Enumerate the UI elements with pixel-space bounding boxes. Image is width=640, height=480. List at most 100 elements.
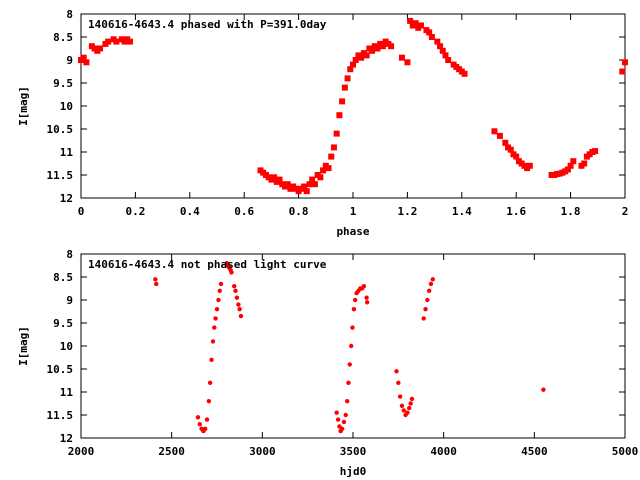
data-point — [426, 29, 433, 36]
data-point — [209, 357, 214, 362]
data-point — [398, 54, 405, 61]
data-point — [496, 132, 503, 139]
data-point — [197, 422, 202, 427]
x-tick-label: 0 — [78, 205, 85, 218]
data-point — [234, 295, 240, 300]
data-point — [83, 59, 90, 66]
data-point — [303, 188, 310, 195]
data-point — [232, 284, 237, 289]
data-point — [330, 144, 337, 151]
data-point — [401, 408, 406, 413]
data-point — [428, 281, 434, 287]
data-point — [213, 316, 218, 321]
data-point — [352, 57, 359, 63]
y-tick-label: 11.5 — [47, 169, 74, 182]
x-tick-label: 1.6 — [506, 205, 526, 218]
data-point — [346, 380, 351, 385]
y-tick-label: 8.5 — [53, 31, 73, 44]
data-point — [404, 59, 411, 66]
data-point — [336, 112, 343, 119]
x-tick-label: 1.2 — [397, 205, 417, 218]
data-point — [350, 325, 355, 330]
data-point — [445, 57, 452, 63]
data-point — [418, 22, 424, 29]
data-point — [396, 380, 401, 385]
data-point — [97, 45, 104, 52]
data-point — [206, 399, 212, 404]
y-tick-label: 11 — [60, 386, 74, 399]
data-point — [409, 396, 415, 402]
data-point — [361, 284, 367, 289]
data-point — [344, 75, 351, 82]
x-tick-label: 2500 — [158, 445, 185, 458]
data-point — [423, 307, 428, 312]
data-point — [334, 410, 339, 415]
data-point — [343, 412, 348, 418]
data-point — [430, 277, 435, 282]
data-point — [352, 297, 358, 303]
data-point — [442, 52, 449, 59]
data-point — [363, 52, 370, 59]
chart-title: 140616-4643.4 phased with P=391.0day — [88, 18, 327, 31]
data-point — [407, 17, 414, 24]
data-point — [491, 128, 498, 135]
data-point — [421, 316, 426, 321]
x-tick-label: 0.8 — [289, 205, 309, 218]
data-point — [238, 313, 244, 319]
y-tick-label: 8 — [66, 248, 73, 261]
data-point — [216, 297, 221, 303]
data-point — [233, 288, 238, 293]
data-point — [126, 38, 133, 45]
data-point — [351, 307, 357, 312]
data-point — [217, 288, 222, 293]
data-point — [218, 281, 224, 287]
data-point — [339, 98, 346, 105]
x-tick-label: 4000 — [430, 445, 457, 458]
data-point — [425, 297, 430, 303]
x-tick-label: 1.4 — [452, 205, 472, 218]
data-point — [513, 153, 520, 160]
phased-plot: 0 0.2 0.4 0.6 0.8 1 1.2 1.4 1.6 1.8 2 8 8.5 9 9.5 10 10.… — [17, 8, 628, 238]
data-point — [581, 160, 588, 167]
y-tick-label: 11.5 — [47, 409, 74, 422]
data-point — [236, 302, 241, 307]
data-point — [341, 84, 348, 91]
chart-title: 140616-4643.4 not phased light curve — [88, 258, 327, 271]
data-point — [210, 339, 216, 344]
data-point — [154, 281, 159, 287]
data-point — [364, 300, 370, 305]
data-point — [195, 415, 201, 420]
data-point — [317, 174, 324, 181]
y-tick-label: 11 — [60, 146, 74, 159]
data-point — [203, 426, 208, 431]
x-tick-label: 0.4 — [180, 205, 200, 218]
data-point — [358, 54, 365, 61]
data-point — [399, 403, 405, 408]
data-point — [309, 176, 316, 183]
x-axis-label: phase — [336, 225, 369, 238]
data-point — [237, 307, 242, 312]
data-point — [80, 54, 87, 61]
y-tick-label: 10.5 — [47, 363, 74, 376]
x-tick-label: 3000 — [249, 445, 276, 458]
x-tick-label: 2 — [622, 205, 629, 218]
data-point — [306, 181, 313, 188]
data-point — [229, 270, 234, 275]
data-point — [339, 426, 345, 431]
data-point — [394, 369, 399, 374]
y-tick-label: 8.5 — [53, 271, 73, 284]
data-point — [564, 166, 571, 173]
data-point — [428, 34, 435, 40]
data-point — [311, 181, 318, 188]
data-point — [388, 43, 395, 50]
data-point — [344, 399, 350, 404]
y-tick-label: 9 — [66, 294, 73, 307]
data-point — [347, 362, 352, 367]
data-point — [364, 295, 369, 300]
x-tick-label: 1 — [350, 205, 357, 218]
data-point — [502, 139, 509, 146]
data-point — [207, 380, 213, 385]
